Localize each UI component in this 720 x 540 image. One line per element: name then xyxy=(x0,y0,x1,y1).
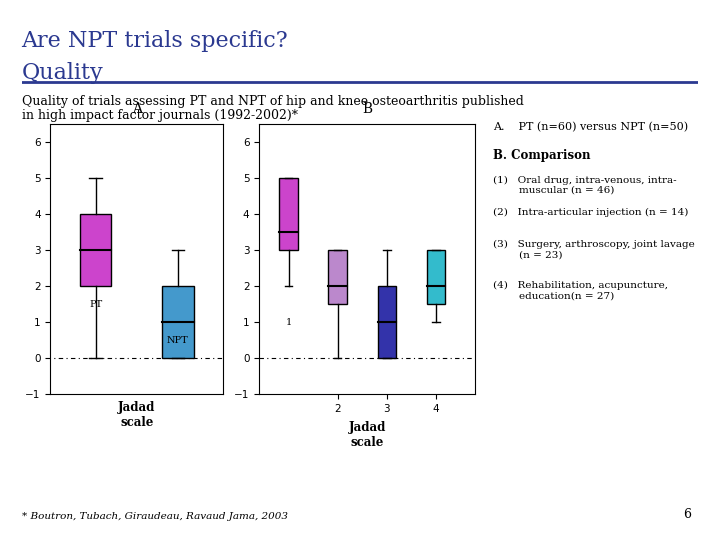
Text: * Boutron, Tubach, Giraudeau, Ravaud Jama, 2003: * Boutron, Tubach, Giraudeau, Ravaud Jam… xyxy=(22,512,287,521)
Text: (2)   Intra-articular injection (n = 14): (2) Intra-articular injection (n = 14) xyxy=(493,208,688,217)
Text: B: B xyxy=(362,103,372,117)
Bar xyxy=(162,286,194,358)
Text: A: A xyxy=(132,103,142,117)
Bar xyxy=(80,214,112,286)
Bar xyxy=(426,250,445,304)
Text: Quality of trials assessing PT and NPT of hip and knee osteoarthritis published
: Quality of trials assessing PT and NPT o… xyxy=(22,94,523,123)
Text: NPT: NPT xyxy=(167,336,189,345)
X-axis label: Jadad
scale: Jadad scale xyxy=(118,401,156,429)
Text: Quality: Quality xyxy=(22,62,104,84)
Text: PT: PT xyxy=(89,300,102,309)
Text: 6: 6 xyxy=(683,508,691,521)
Text: B. Comparison: B. Comparison xyxy=(493,148,590,161)
Text: (1)   Oral drug, intra-venous, intra-
        muscular (n = 46): (1) Oral drug, intra-venous, intra- musc… xyxy=(493,176,677,195)
Text: A.    PT (n=60) versus NPT (n=50): A. PT (n=60) versus NPT (n=50) xyxy=(493,122,688,132)
Text: (4)   Rehabilitation, acupuncture,
        education(n = 27): (4) Rehabilitation, acupuncture, educati… xyxy=(493,281,668,300)
Text: 1: 1 xyxy=(286,318,292,327)
Text: Are NPT trials specific?: Are NPT trials specific? xyxy=(22,30,288,52)
X-axis label: Jadad
scale: Jadad scale xyxy=(348,421,386,449)
Bar xyxy=(328,250,347,304)
Text: (3)   Surgery, arthroscopy, joint lavage
        (n = 23): (3) Surgery, arthroscopy, joint lavage (… xyxy=(493,240,695,260)
Bar xyxy=(279,178,298,250)
Bar xyxy=(377,286,396,358)
